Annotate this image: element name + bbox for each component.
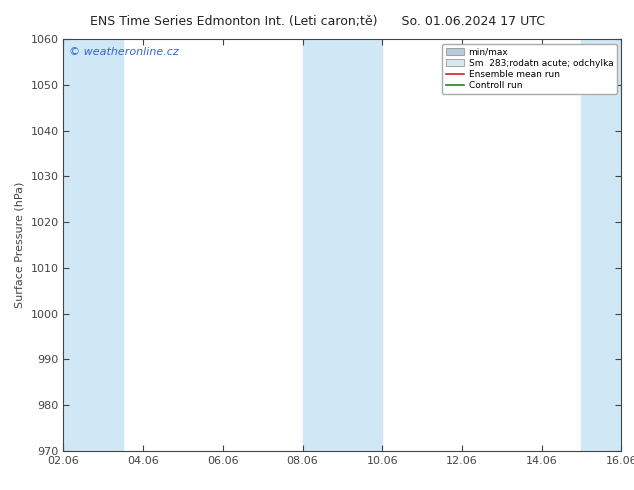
Legend: min/max, Sm  283;rodatn acute; odchylka, Ensemble mean run, Controll run: min/max, Sm 283;rodatn acute; odchylka, … xyxy=(443,44,617,94)
Text: ENS Time Series Edmonton Int. (Leti caron;tě)      So. 01.06.2024 17 UTC: ENS Time Series Edmonton Int. (Leti caro… xyxy=(89,15,545,28)
Y-axis label: Surface Pressure (hPa): Surface Pressure (hPa) xyxy=(15,182,25,308)
Bar xyxy=(63,39,123,451)
Text: © weatheronline.cz: © weatheronline.cz xyxy=(69,48,179,57)
Bar xyxy=(581,39,621,451)
Bar xyxy=(302,39,382,451)
